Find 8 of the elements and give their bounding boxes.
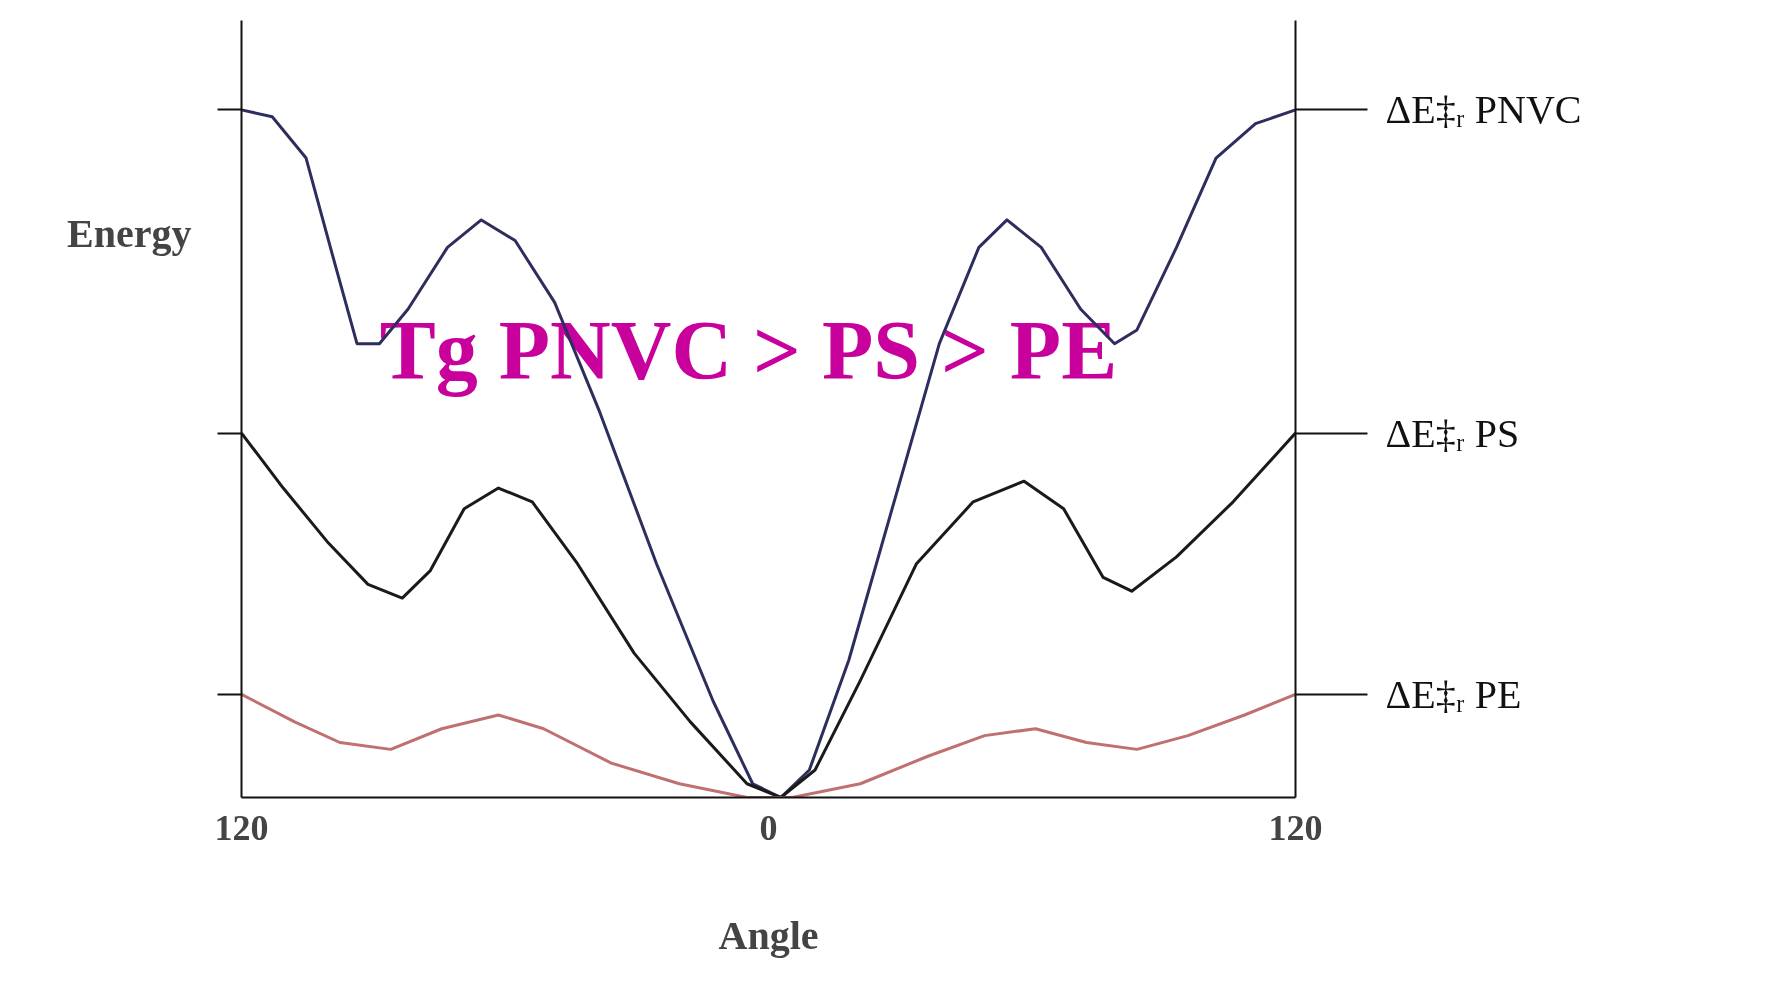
x-tick-label: 120	[214, 807, 269, 848]
x-tick-label: 0	[759, 807, 778, 848]
x-tick-label: 120	[1268, 807, 1323, 848]
ref-line-label: ΔE‡ᵣ PE	[1385, 671, 1522, 717]
x-axis-title: Angle	[718, 912, 819, 958]
ref-line-label: ΔE‡ᵣ PS	[1385, 410, 1520, 456]
y-axis-title: Energy	[67, 211, 192, 257]
ref-line-label: ΔE‡ᵣ PNVC	[1385, 87, 1582, 133]
